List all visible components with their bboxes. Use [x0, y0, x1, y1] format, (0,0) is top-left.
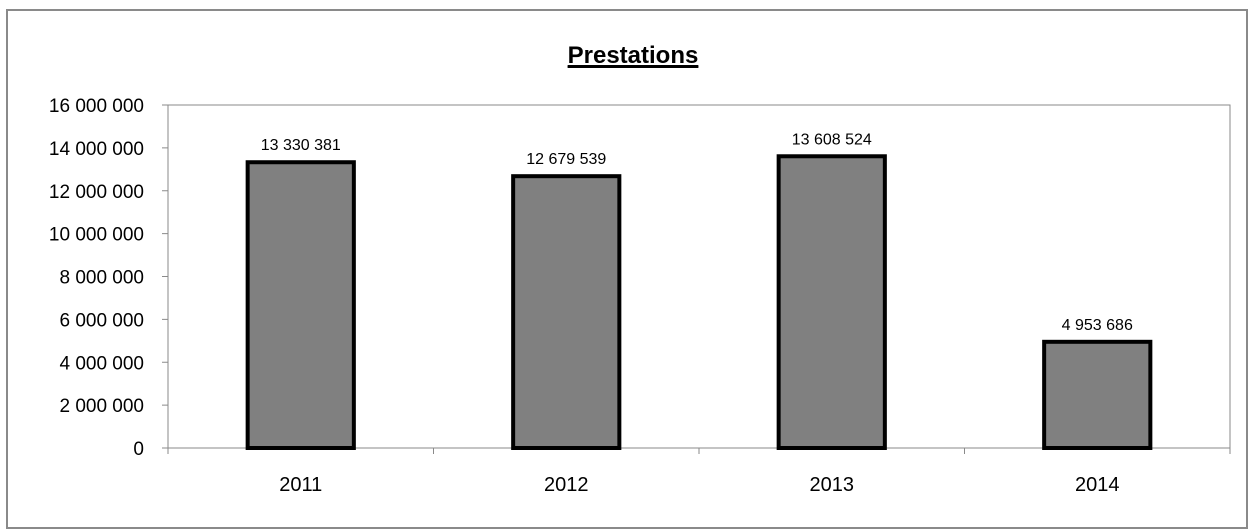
data-label: 12 679 539 [526, 151, 606, 168]
y-tick-label: 16 000 000 [49, 96, 144, 117]
y-tick-label: 0 [133, 439, 144, 460]
y-tick-label: 12 000 000 [49, 182, 144, 203]
y-tick-label: 8 000 000 [59, 268, 144, 289]
x-category-label: 2012 [544, 474, 589, 496]
x-category-label: 2011 [279, 474, 322, 496]
bar [1042, 339, 1153, 450]
data-label: 13 608 524 [792, 131, 872, 148]
y-tick-label: 10 000 000 [49, 225, 144, 246]
x-axis: 2011 2012 2013 2014 [167, 448, 1231, 496]
y-tick-label: 6 000 000 [59, 310, 144, 331]
y-tick-label: 14 000 000 [49, 139, 144, 160]
x-category-label: 2013 [810, 474, 855, 496]
data-label: 13 330 381 [261, 137, 341, 154]
y-tick-label: 4 000 000 [59, 353, 144, 374]
bar-chart: Prestations 0 2 000 000 4 000 000 6 000 000… [49, 42, 1231, 496]
chart-frame [6, 9, 1248, 529]
x-category-label: 2014 [1075, 474, 1120, 496]
chart-title: Prestations [568, 42, 699, 69]
y-axis: 0 2 000 000 4 000 000 6 000 000 8 000 000 10 … [49, 96, 168, 460]
bar [776, 154, 887, 450]
data-label: 4 953 686 [1062, 317, 1133, 334]
bar [245, 160, 356, 450]
y-tick-label: 2 000 000 [59, 396, 144, 417]
bar [511, 174, 622, 451]
bar-series [245, 154, 1153, 451]
data-labels: 13 330 381 12 679 539 13 608 524 4 953 686 [261, 131, 1133, 334]
